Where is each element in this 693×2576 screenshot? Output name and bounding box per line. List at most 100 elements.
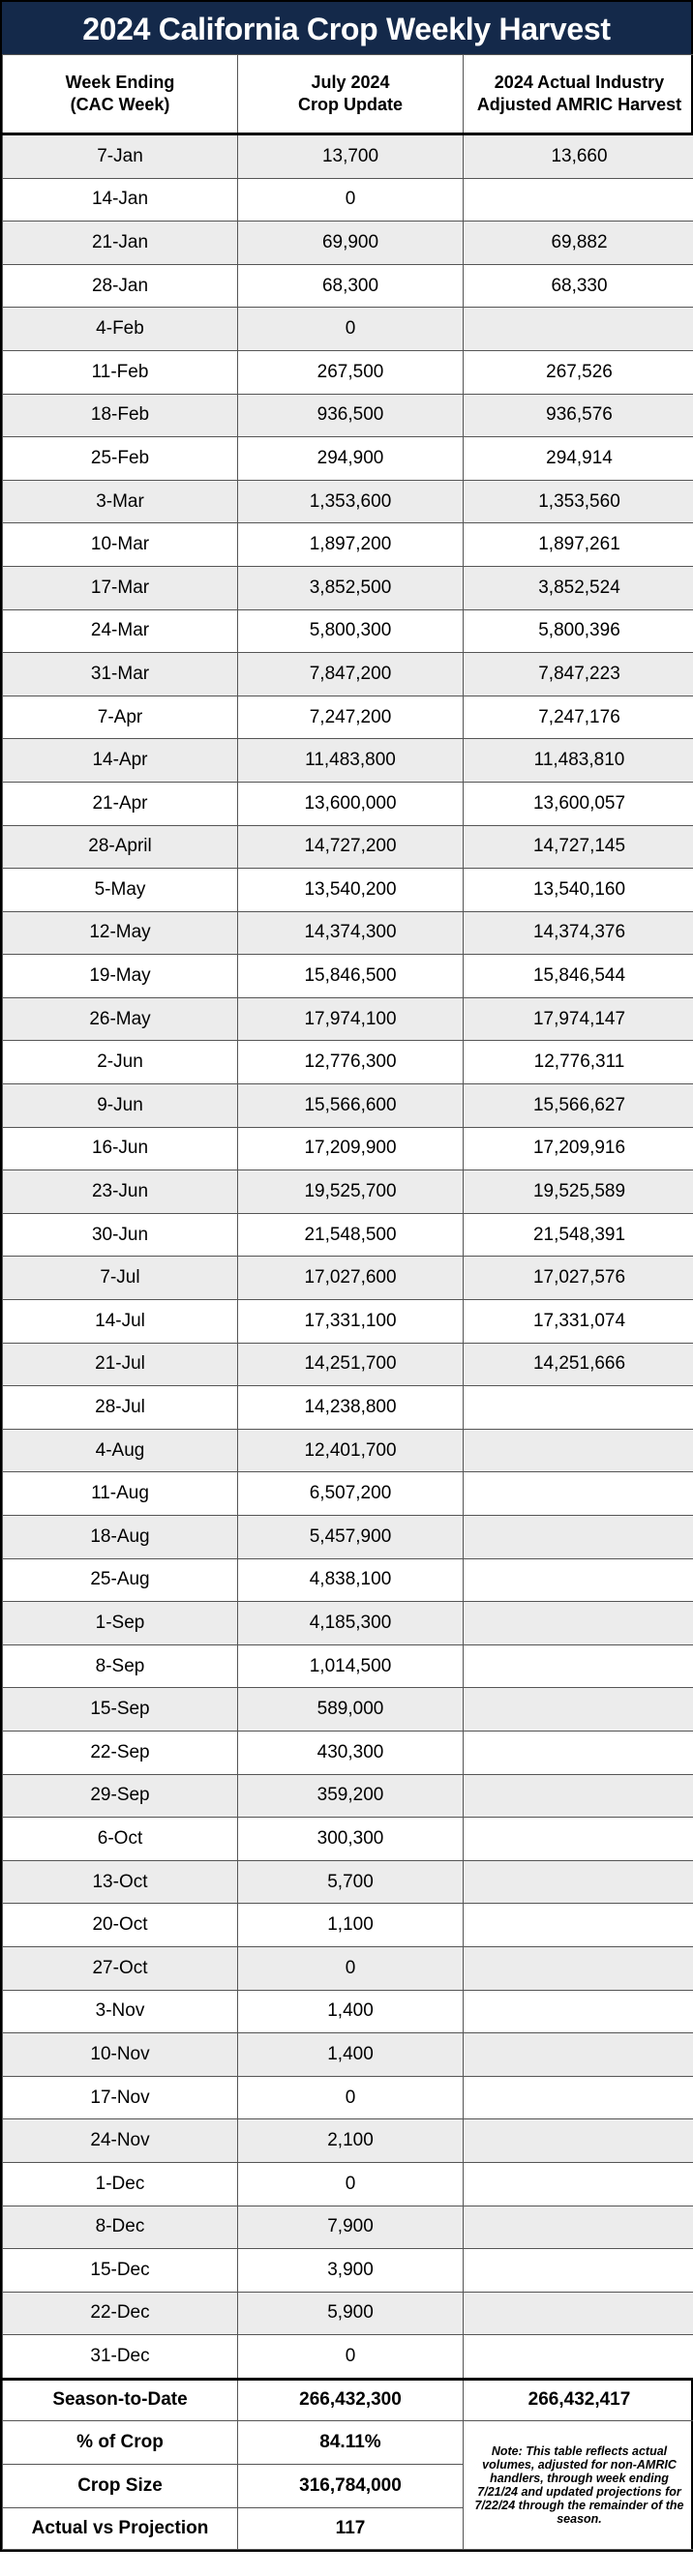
table-row: 16-Jun 17,209,900 17,209,916 — [2, 1126, 693, 1171]
july-update-cell: 7,247,200 — [237, 695, 464, 740]
table-row: 14-Apr 11,483,800 11,483,810 — [2, 738, 693, 783]
actual-harvest-cell — [463, 2161, 693, 2206]
table-row: 23-Jun 19,525,700 19,525,589 — [2, 1170, 693, 1214]
july-update-cell: 19,525,700 — [237, 1170, 464, 1214]
actual-harvest-cell — [463, 1515, 693, 1559]
week-ending-cell: 27-Oct — [2, 1945, 238, 1991]
actual-harvest-cell — [463, 1428, 693, 1473]
actual-harvest-cell: 17,209,916 — [463, 1126, 693, 1171]
week-ending-cell: 11-Aug — [2, 1471, 238, 1516]
week-ending-cell: 8-Dec — [2, 2205, 238, 2250]
actual-harvest-cell: 15,846,544 — [463, 954, 693, 998]
table-row: 31-Mar 7,847,200 7,847,223 — [2, 652, 693, 696]
week-ending-cell: 1-Sep — [2, 1601, 238, 1645]
week-ending-cell: 8-Sep — [2, 1643, 238, 1689]
table-row: 11-Aug 6,507,200 — [2, 1471, 693, 1516]
week-ending-cell: 21-Jul — [2, 1342, 238, 1387]
july-update-cell: 5,457,900 — [237, 1515, 464, 1559]
table-row: 10-Mar 1,897,200 1,897,261 — [2, 522, 693, 567]
actual-vs-projection-label: Actual vs Projection — [2, 2506, 238, 2550]
table-row: 7-Apr 7,247,200 7,247,176 — [2, 695, 693, 740]
july-update-cell: 936,500 — [237, 393, 464, 438]
july-update-cell: 17,209,900 — [237, 1126, 464, 1171]
july-update-cell: 2,100 — [237, 2118, 464, 2163]
july-update-cell: 3,852,500 — [237, 565, 464, 610]
july-update-cell: 14,727,200 — [237, 824, 464, 870]
july-update-cell: 1,353,600 — [237, 479, 464, 524]
actual-harvest-cell — [463, 1730, 693, 1775]
week-ending-cell: 10-Mar — [2, 522, 238, 567]
week-ending-cell: 1-Dec — [2, 2161, 238, 2206]
week-ending-cell: 5-May — [2, 868, 238, 912]
week-ending-cell: 15-Sep — [2, 1687, 238, 1732]
week-ending-cell: 13-Oct — [2, 1859, 238, 1905]
table-row: 24-Nov 2,100 — [2, 2118, 693, 2163]
actual-harvest-cell — [463, 1687, 693, 1732]
july-update-cell: 14,238,800 — [237, 1385, 464, 1430]
actual-harvest-cell — [463, 2118, 693, 2163]
actual-harvest-cell — [463, 1859, 693, 1905]
week-ending-cell: 19-May — [2, 954, 238, 998]
july-update-cell: 69,900 — [237, 221, 464, 265]
actual-harvest-cell: 267,526 — [463, 349, 693, 395]
table-row: 2-Jun 12,776,300 12,776,311 — [2, 1040, 693, 1085]
table-row: 7-Jan 13,700 13,660 — [2, 133, 693, 179]
header-week-ending: Week Ending (CAC Week) — [2, 54, 238, 135]
table-row: 3-Nov 1,400 — [2, 1989, 693, 2034]
table-row: 17-Nov 0 — [2, 2075, 693, 2120]
table-row: 9-Jun 15,566,600 15,566,627 — [2, 1083, 693, 1128]
week-ending-cell: 24-Mar — [2, 608, 238, 654]
actual-harvest-cell — [463, 2075, 693, 2120]
table-body: 7-Jan 13,700 13,660 14-Jan 0 21-Jan 69,900 69,8… — [2, 133, 693, 2380]
pct-of-crop-value: 84.11% — [237, 2419, 464, 2465]
table-row: 29-Sep 359,200 — [2, 1773, 693, 1819]
table-row: 1-Sep 4,185,300 — [2, 1601, 693, 1645]
week-ending-cell: 20-Oct — [2, 1903, 238, 1947]
table-row: 26-May 17,974,100 17,974,147 — [2, 996, 693, 1042]
header-july-update-line1: July 2024 — [311, 73, 390, 92]
table-row: 21-Apr 13,600,000 13,600,057 — [2, 781, 693, 826]
week-ending-cell: 16-Jun — [2, 1126, 238, 1171]
crop-size-label: Crop Size — [2, 2463, 238, 2508]
actual-harvest-cell: 7,247,176 — [463, 695, 693, 740]
week-ending-cell: 18-Aug — [2, 1515, 238, 1559]
week-ending-cell: 14-Jan — [2, 177, 238, 222]
july-update-cell: 1,897,200 — [237, 522, 464, 567]
actual-harvest-cell — [463, 2032, 693, 2077]
july-update-cell: 4,185,300 — [237, 1601, 464, 1645]
week-ending-cell: 28-Jan — [2, 263, 238, 309]
table-row: 20-Oct 1,100 — [2, 1903, 693, 1947]
actual-harvest-cell — [463, 1903, 693, 1947]
header-july-update-line2: Crop Update — [298, 95, 403, 114]
actual-harvest-cell: 19,525,589 — [463, 1170, 693, 1214]
season-to-date-actual: 266,432,417 — [463, 2377, 693, 2421]
july-update-cell: 1,014,500 — [237, 1643, 464, 1689]
header-week-ending-line2: (CAC Week) — [70, 95, 170, 114]
july-update-cell: 3,900 — [237, 2248, 464, 2293]
week-ending-cell: 31-Mar — [2, 652, 238, 696]
table-row: 12-May 14,374,300 14,374,376 — [2, 910, 693, 956]
header-actual-harvest: 2024 Actual Industry Adjusted AMRIC Harv… — [463, 54, 693, 135]
july-update-cell: 0 — [237, 2075, 464, 2120]
july-update-cell: 17,331,100 — [237, 1299, 464, 1344]
table-row: 22-Sep 430,300 — [2, 1730, 693, 1775]
week-ending-cell: 24-Nov — [2, 2118, 238, 2163]
july-update-cell: 4,838,100 — [237, 1557, 464, 1603]
actual-harvest-cell: 17,974,147 — [463, 996, 693, 1042]
actual-harvest-cell: 13,600,057 — [463, 781, 693, 826]
week-ending-cell: 29-Sep — [2, 1773, 238, 1819]
table-row: 31-Dec 0 — [2, 2334, 693, 2380]
week-ending-cell: 7-Apr — [2, 695, 238, 740]
table-row: 3-Mar 1,353,600 1,353,560 — [2, 479, 693, 524]
july-update-cell: 12,776,300 — [237, 1040, 464, 1085]
table-row: 7-Jul 17,027,600 17,027,576 — [2, 1256, 693, 1301]
table-row: 4-Feb 0 — [2, 307, 693, 351]
table-row: 25-Aug 4,838,100 — [2, 1557, 693, 1603]
actual-harvest-cell — [463, 2205, 693, 2250]
footnote: Note: This table reflects actual volumes… — [463, 2419, 693, 2550]
header-actual-harvest-line1: 2024 Actual Industry — [494, 73, 665, 92]
july-update-cell: 15,846,500 — [237, 954, 464, 998]
week-ending-cell: 23-Jun — [2, 1170, 238, 1214]
page-title: 2024 California Crop Weekly Harvest Proj… — [0, 0, 693, 101]
table-row: 25-Feb 294,900 294,914 — [2, 436, 693, 481]
